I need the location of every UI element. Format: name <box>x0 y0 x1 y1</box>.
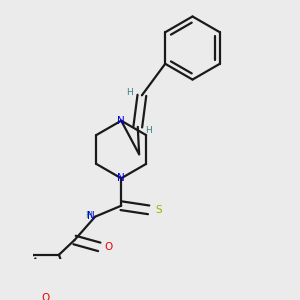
Text: H: H <box>145 126 152 135</box>
Text: O: O <box>105 242 113 252</box>
Text: S: S <box>156 205 162 215</box>
Text: O: O <box>42 292 50 300</box>
Text: H: H <box>85 211 92 220</box>
Text: N: N <box>117 173 125 183</box>
Text: H: H <box>126 88 133 97</box>
Text: N: N <box>87 211 95 221</box>
Text: N: N <box>117 116 125 126</box>
